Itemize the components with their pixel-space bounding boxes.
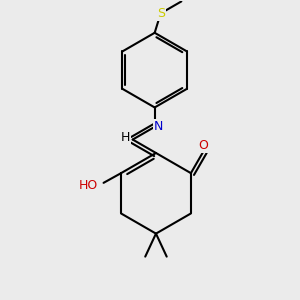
Text: HO: HO xyxy=(78,179,98,192)
Text: N: N xyxy=(154,120,163,134)
Text: S: S xyxy=(157,7,165,20)
Text: O: O xyxy=(199,139,208,152)
Text: H: H xyxy=(121,131,130,144)
